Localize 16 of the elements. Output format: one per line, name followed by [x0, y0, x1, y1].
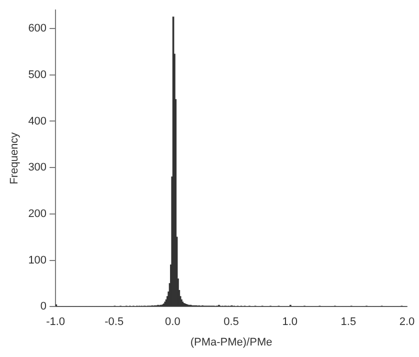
x-axis-title: (PMa-PMe)/PMe	[190, 336, 272, 348]
y-tick-label: 100	[28, 254, 47, 266]
x-tick-label: -1.0	[46, 316, 66, 328]
x-tick-label: -0.5	[104, 316, 124, 328]
x-tick-label: 1.5	[340, 316, 356, 328]
y-tick-label: 300	[28, 162, 47, 174]
y-tick-label: 400	[28, 115, 47, 128]
x-tick-label: 2.0	[399, 316, 415, 328]
x-tick-label: 0.5	[224, 316, 239, 328]
y-axis-title: Frequency	[8, 132, 21, 184]
x-tick-label: 0.0	[165, 316, 180, 328]
y-tick-label: 600	[28, 22, 47, 35]
y-tick-label: 200	[28, 208, 47, 220]
y-tick-label: 0	[40, 300, 47, 313]
x-tick-label: 1.0	[282, 316, 298, 328]
y-tick-label: 500	[28, 68, 47, 81]
